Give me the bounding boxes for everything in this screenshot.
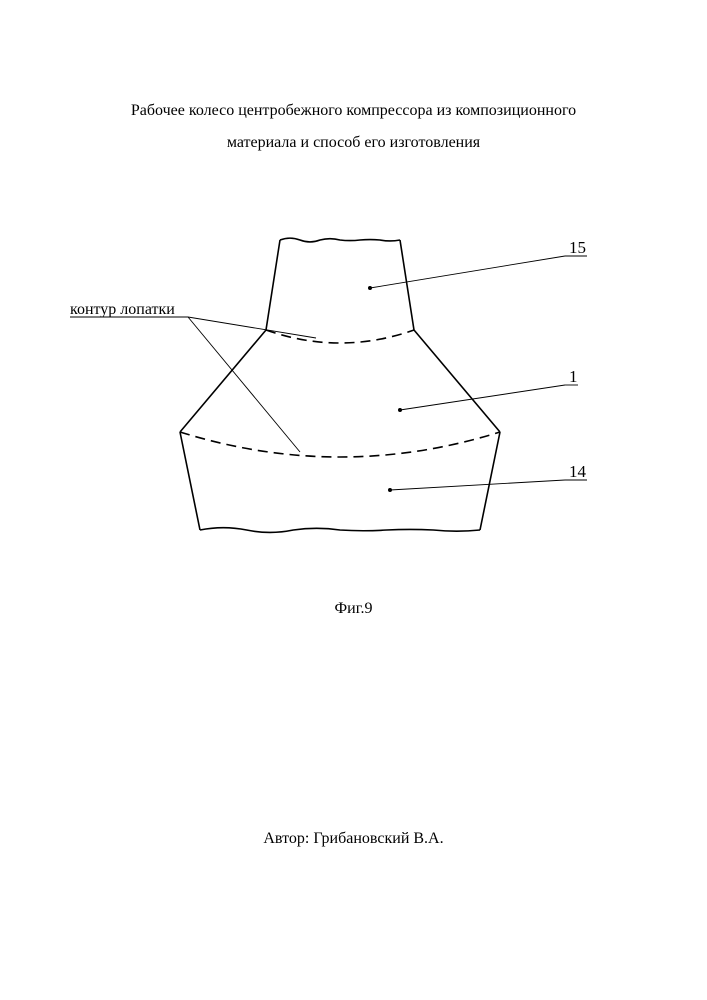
document-title: Рабочее колесо центробежного компрессора… [0, 95, 707, 159]
ref-1: 1 [569, 367, 578, 386]
figure-diagram: контур лопатки 15 1 14 [0, 200, 707, 600]
title-line-1: Рабочее колесо центробежного компрессора… [0, 95, 707, 127]
page: Рабочее колесо центробежного компрессора… [0, 0, 707, 1000]
label-blade-contour: контур лопатки [70, 301, 175, 318]
figure-svg: контур лопатки 15 1 14 [0, 200, 707, 600]
author-line: Автор: Грибановский В.А. [0, 830, 707, 848]
ref-14: 14 [569, 462, 587, 481]
ref-15: 15 [569, 238, 586, 257]
title-line-2: материала и способ его изготовления [0, 127, 707, 159]
figure-caption: Фиг.9 [0, 600, 707, 618]
